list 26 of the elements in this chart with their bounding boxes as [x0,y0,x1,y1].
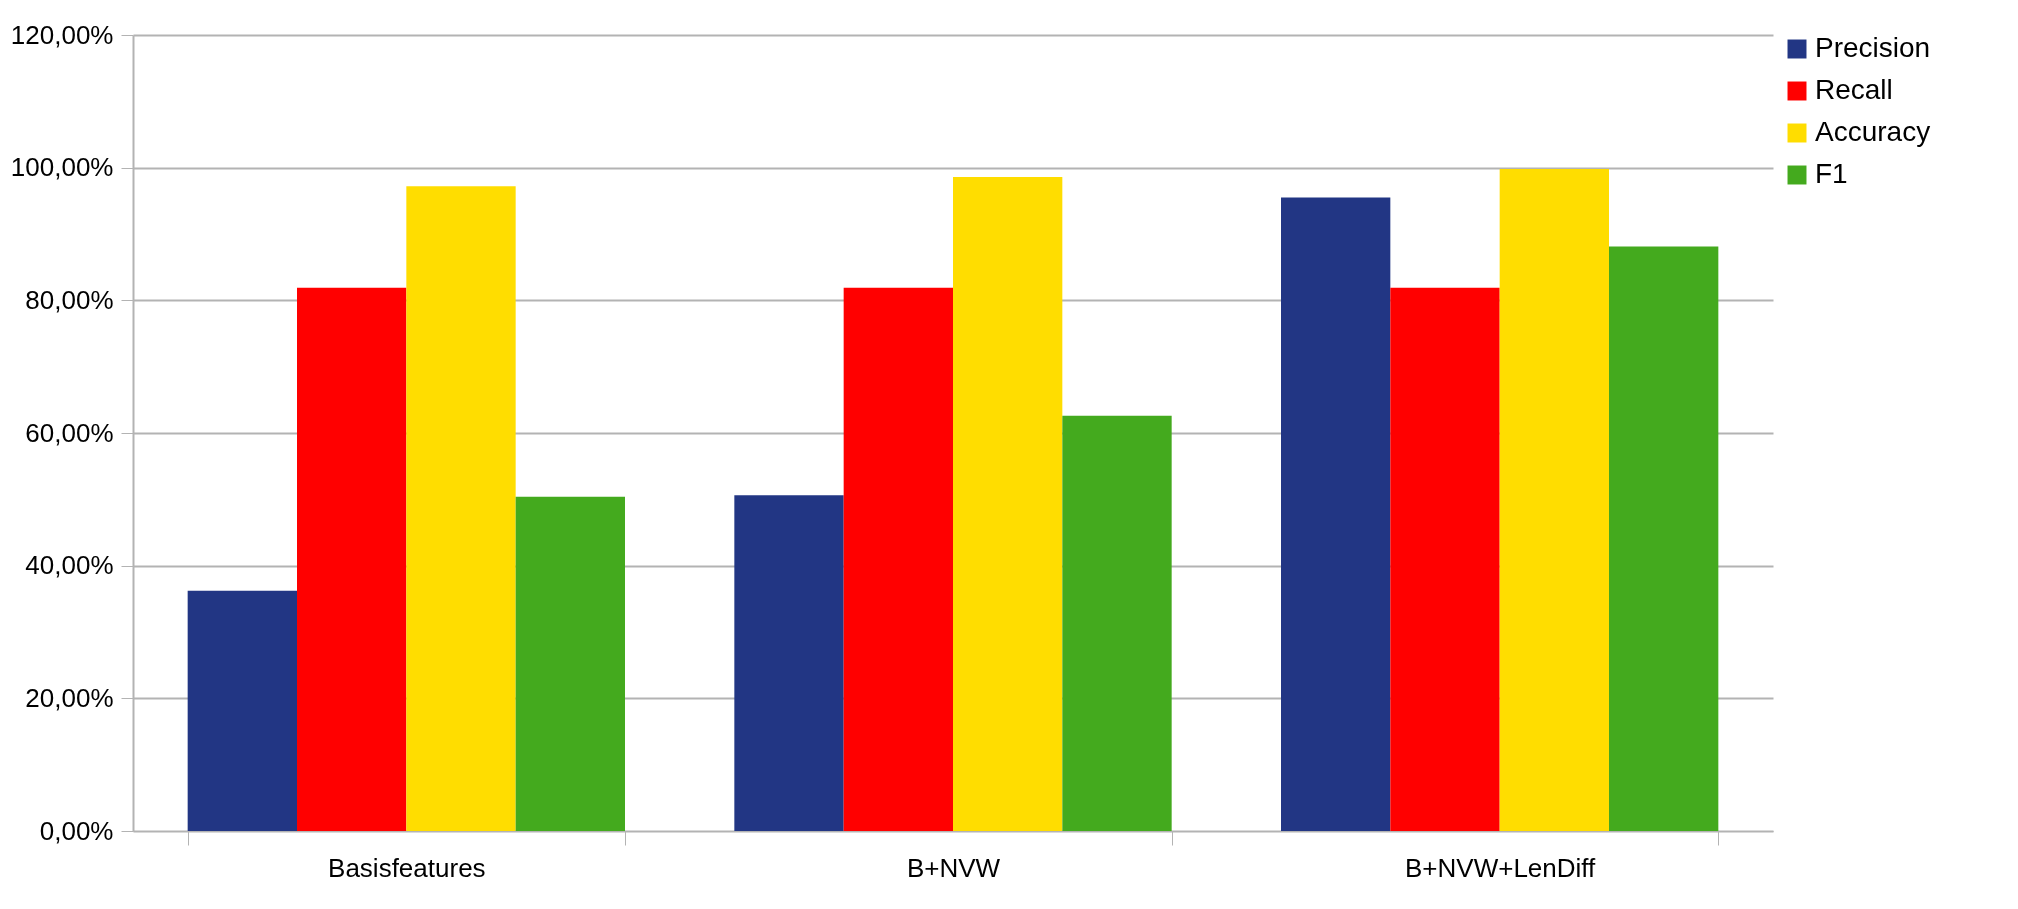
y-tick-label: 60,00% [25,417,114,448]
bar [187,590,297,831]
bar [1062,415,1172,831]
bar [734,495,844,831]
y-tick-label: 20,00% [25,682,114,713]
bar [1390,287,1500,831]
x-tick-label: B+NVW+LenDiff [1405,852,1597,883]
x-tick-label: B+NVW [906,852,1001,883]
bar [1499,168,1609,831]
legend-label: Recall [1815,74,1893,105]
bar [515,496,625,831]
bar [297,287,407,831]
x-tick-label: Basisfeatures [328,852,486,883]
legend-label: Precision [1815,32,1931,63]
legend-label: F1 [1815,158,1848,189]
bar [1609,246,1719,831]
legend-label: Accuracy [1815,116,1931,147]
bar [1281,197,1391,831]
y-tick-label: 0,00% [39,815,114,846]
y-tick-label: 40,00% [25,550,114,581]
bar [843,287,953,831]
y-tick-label: 120,00% [10,19,114,50]
bar [406,186,516,831]
bar [953,176,1063,831]
y-tick-label: 100,00% [10,152,114,183]
y-tick-label: 80,00% [25,284,114,315]
